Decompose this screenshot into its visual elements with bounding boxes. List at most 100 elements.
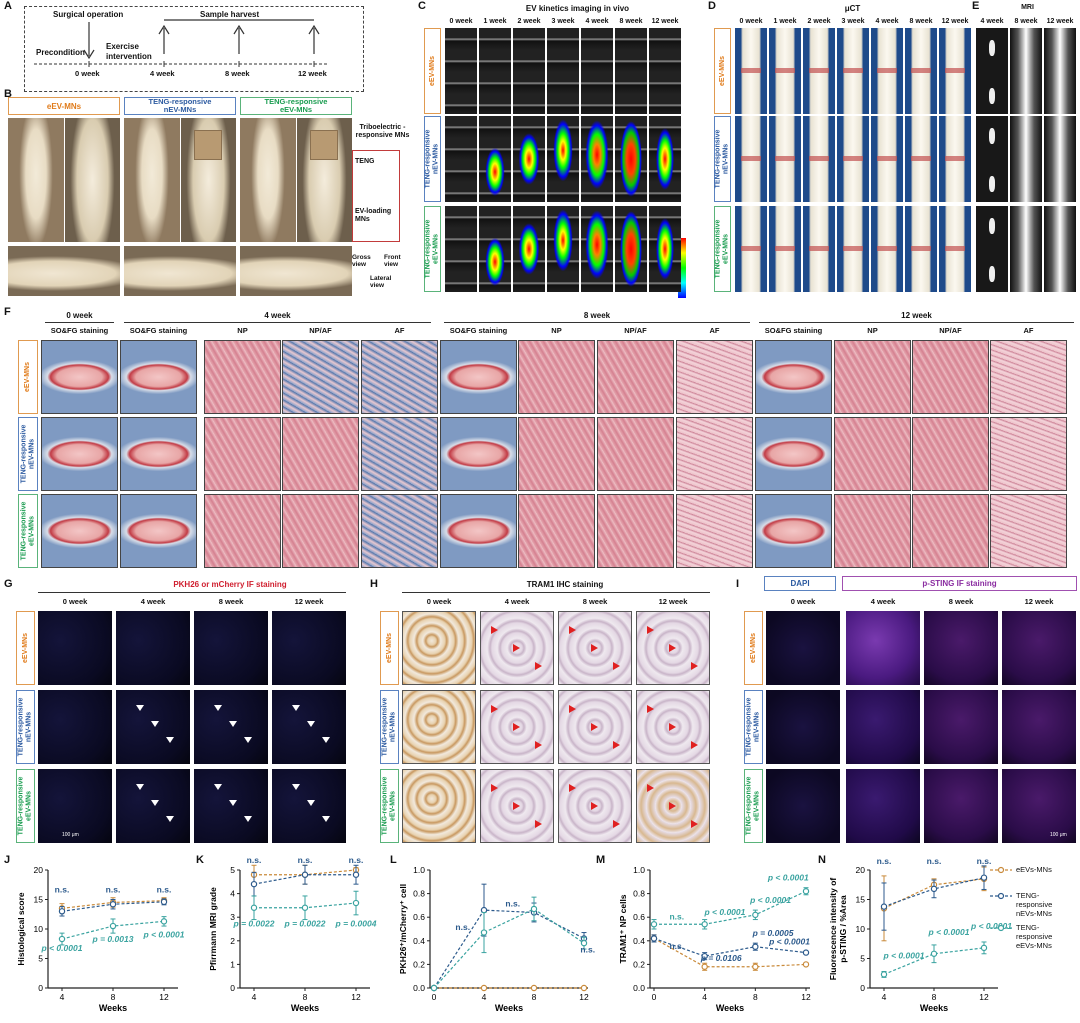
series-line-2: [433, 908, 585, 989]
c-rowlabel-0: eEV-MNs: [424, 28, 441, 114]
panel-letter-d: D: [708, 0, 716, 12]
h-arrow-icon: [669, 644, 676, 652]
data-point: [980, 944, 988, 952]
e-img-r1-c2: [1044, 116, 1076, 202]
f-time-line-2: [444, 322, 750, 323]
g-img-r0-c2: [194, 611, 268, 685]
timeline-svg: [34, 19, 329, 67]
x-tick-label: 4: [702, 992, 707, 1002]
d-disc-gap: [741, 246, 761, 252]
h-rowlabel-1: TENG-responsive nEV-MNs: [380, 690, 399, 764]
data-point: [880, 971, 888, 978]
g-arrow-icon: [166, 816, 174, 822]
g-arrow-icon: [136, 705, 144, 711]
x-tick-label: 0: [652, 992, 657, 1002]
annotation: p = 0.0022: [284, 919, 326, 929]
e-img-r2-c0: [976, 206, 1008, 292]
y-tick-label: 15: [856, 895, 866, 905]
annotation: n.s.: [580, 945, 595, 955]
x-axis-label: Weeks: [99, 1003, 127, 1013]
y-tick-label: 10: [34, 924, 44, 934]
h-arrow-icon: [613, 662, 620, 670]
data-point: [530, 984, 538, 992]
d-rowlabel-1-l1: TENG-responsive: [714, 129, 722, 189]
group-header-teng-eev: TENG-responsive eEV-MNs: [240, 97, 352, 115]
f-img-r0-c2: [204, 340, 281, 414]
g-rowlabel-1-text: TENG-responsive nEV-MNs: [18, 698, 34, 757]
f-img-r1-c0: [41, 417, 118, 491]
d-img-r0-c3: [837, 28, 869, 114]
d-img-r1-c3: [837, 116, 869, 202]
e-nucleus-top: [988, 40, 996, 56]
panel-letter-k: K: [196, 854, 204, 866]
front-label: Front view: [384, 254, 401, 268]
g-rowlabel-1-l2: nEV-MNs: [25, 711, 33, 743]
c-rowlabel-2-l1: TENG-responsive: [424, 219, 432, 279]
f-img-r1-c5: [440, 417, 517, 491]
y-label-line: p-STING / %Area: [838, 895, 848, 963]
f-img-r0-c4: [361, 340, 438, 414]
i-col-0: 0 week: [790, 597, 816, 606]
h-img-r1-c2: [558, 690, 632, 764]
h-arrow-icon: [691, 741, 698, 749]
g-arrow-icon: [307, 800, 315, 806]
y-tick-label: 15: [34, 895, 44, 905]
e-img-r2-c2: [1044, 206, 1076, 292]
d-col-0: 0 week: [739, 18, 763, 25]
e-nucleus-top: [988, 128, 996, 144]
y-tick-label: 0.0: [633, 983, 645, 993]
c-col-0: 0 week: [449, 18, 473, 25]
harvest-label: Sample harvest: [200, 10, 260, 19]
annotation: p < 0.0001: [928, 927, 970, 937]
rat-dorsal-0: [8, 118, 64, 242]
h-img-r1-c1: [480, 690, 554, 764]
f-rowlabel-1-text: TENG-responsive nEV-MNs: [20, 425, 36, 484]
f-sub-10: NP: [867, 326, 878, 335]
i-img-r0-c0: [766, 611, 840, 685]
annotation: p < 0.0001: [883, 951, 925, 961]
f-img-r2-c10: [834, 494, 911, 568]
f-rowlabel-2-l2: eEV-MNs: [28, 516, 35, 546]
h-arrow-icon: [591, 723, 598, 731]
c-img-r0-c4: [581, 28, 613, 114]
annotation: n.s.: [927, 856, 942, 866]
c-img-r1-c1: [479, 116, 511, 202]
h-arrow-icon: [647, 784, 654, 792]
panel-letter-l: L: [390, 854, 397, 866]
c-img-r2-c3: [547, 206, 579, 292]
y-tick-label: 1: [230, 959, 235, 969]
l3c: eEVs-MNs: [1016, 941, 1052, 950]
g-arrow-icon: [307, 721, 315, 727]
c-rowlabel-2: TENG-responsive eEV-MNs: [424, 206, 441, 292]
d-disc-gap: [911, 68, 931, 74]
h-arrow-icon: [513, 723, 520, 731]
psting-box: p-STING IF staining: [842, 576, 1077, 591]
gh3a: TENG-responsive: [264, 97, 328, 106]
evload-label: EV-loading MNs: [355, 208, 392, 223]
x-tick-label: 8: [932, 992, 937, 1002]
c-img-r1-c6: [649, 116, 681, 202]
annotation: n.s.: [877, 856, 892, 866]
f-img-r2-c0: [41, 494, 118, 568]
panel-letter-n: N: [818, 854, 826, 866]
annotation: n.s.: [106, 884, 121, 894]
y-tick-label: 0.4: [413, 936, 425, 946]
h-arrow-icon: [647, 705, 654, 713]
series-line-2: [883, 947, 985, 975]
g-arrow-icon: [166, 737, 174, 743]
g-arrow-icon: [244, 816, 252, 822]
d-img-r1-c2: [803, 116, 835, 202]
x-tick-label: 4: [482, 992, 487, 1002]
i-img-r2-c3: [1002, 769, 1076, 843]
l3b: responsive: [1016, 932, 1053, 941]
teng-box: [352, 150, 400, 242]
f-img-r0-c7: [597, 340, 674, 414]
d-disc-gap: [877, 68, 897, 74]
c-img-r2-c5: [615, 206, 647, 292]
y-tick-label: 0: [38, 983, 43, 993]
panel-letter-g: G: [4, 578, 13, 590]
data-point: [802, 961, 810, 968]
precondition-label: Precondition: [36, 48, 85, 57]
h-img-r0-c2: [558, 611, 632, 685]
